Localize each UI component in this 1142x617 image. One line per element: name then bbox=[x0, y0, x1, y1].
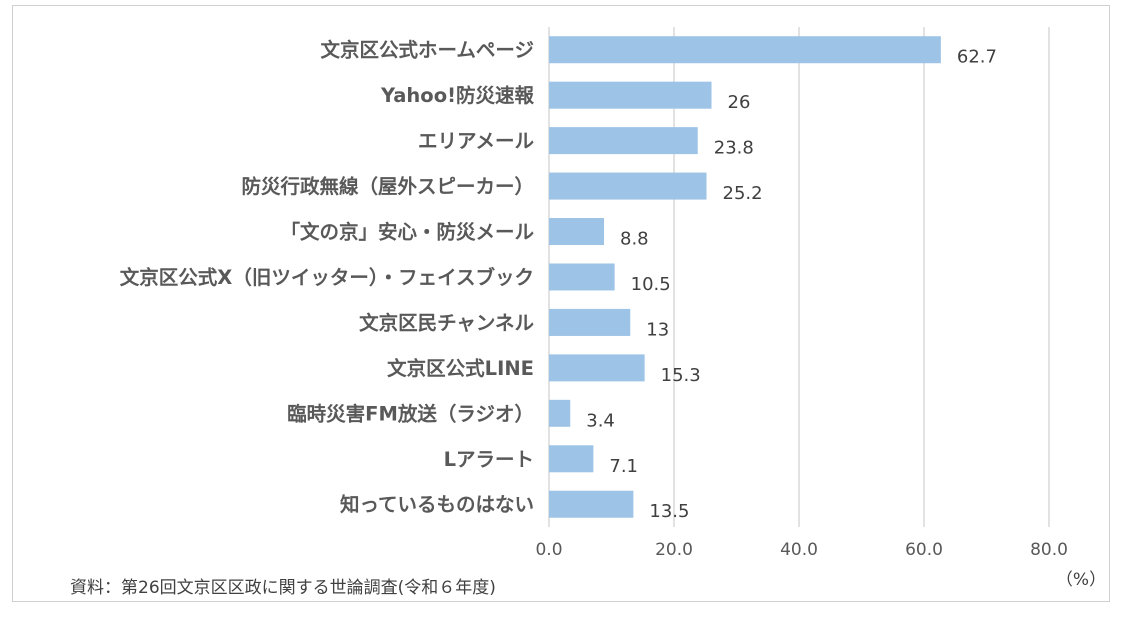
value-label: 25.2 bbox=[723, 183, 763, 204]
category-label: 文京区公式X（旧ツイッター）・フェイスブック bbox=[120, 266, 534, 289]
x-tick-label: 40.0 bbox=[780, 540, 818, 560]
bar bbox=[549, 445, 594, 473]
value-label: 15.3 bbox=[661, 365, 701, 386]
bar bbox=[549, 218, 604, 246]
value-label: 23.8 bbox=[714, 138, 754, 159]
value-label: 7.1 bbox=[609, 456, 638, 477]
bar bbox=[549, 36, 941, 64]
value-label: 3.4 bbox=[586, 410, 615, 431]
category-label: 臨時災害FM放送（ラジオ） bbox=[287, 402, 534, 425]
bar bbox=[549, 263, 615, 291]
x-tick-label: 20.0 bbox=[655, 540, 693, 560]
x-tick-label: 0.0 bbox=[535, 540, 562, 560]
category-label: Lアラート bbox=[444, 448, 534, 471]
bar bbox=[549, 308, 631, 336]
value-label: 13.5 bbox=[649, 501, 689, 522]
category-label: 「文の京」安心・防災メール bbox=[280, 221, 534, 244]
bar bbox=[549, 127, 698, 155]
x-tick-label: 80.0 bbox=[1030, 540, 1068, 560]
category-label: 文京区公式ホームページ bbox=[320, 39, 534, 62]
category-label: Yahoo!防災速報 bbox=[380, 84, 535, 107]
bar bbox=[549, 354, 645, 382]
value-label: 26 bbox=[728, 92, 751, 113]
value-label: 62.7 bbox=[957, 47, 997, 68]
x-tick-label: 60.0 bbox=[905, 540, 943, 560]
category-label: 知っているものはない bbox=[340, 493, 534, 516]
category-label: 文京区公式LINE bbox=[387, 357, 534, 380]
value-label: 10.5 bbox=[631, 274, 671, 295]
x-unit-label: （%） bbox=[1056, 570, 1106, 590]
bar bbox=[549, 81, 712, 109]
value-label: 13 bbox=[646, 319, 669, 340]
bar bbox=[549, 172, 707, 200]
category-label: エリアメール bbox=[418, 130, 535, 153]
value-label: 8.8 bbox=[620, 229, 649, 250]
bar bbox=[549, 490, 634, 518]
bar bbox=[549, 399, 571, 427]
category-label: 防災行政無線（屋外スピーカー） bbox=[241, 175, 534, 198]
category-label: 文京区民チャンネル bbox=[359, 311, 534, 334]
source-note: 資料：第26回文京区区政に関する世論調査(令和６年度) bbox=[70, 578, 496, 598]
